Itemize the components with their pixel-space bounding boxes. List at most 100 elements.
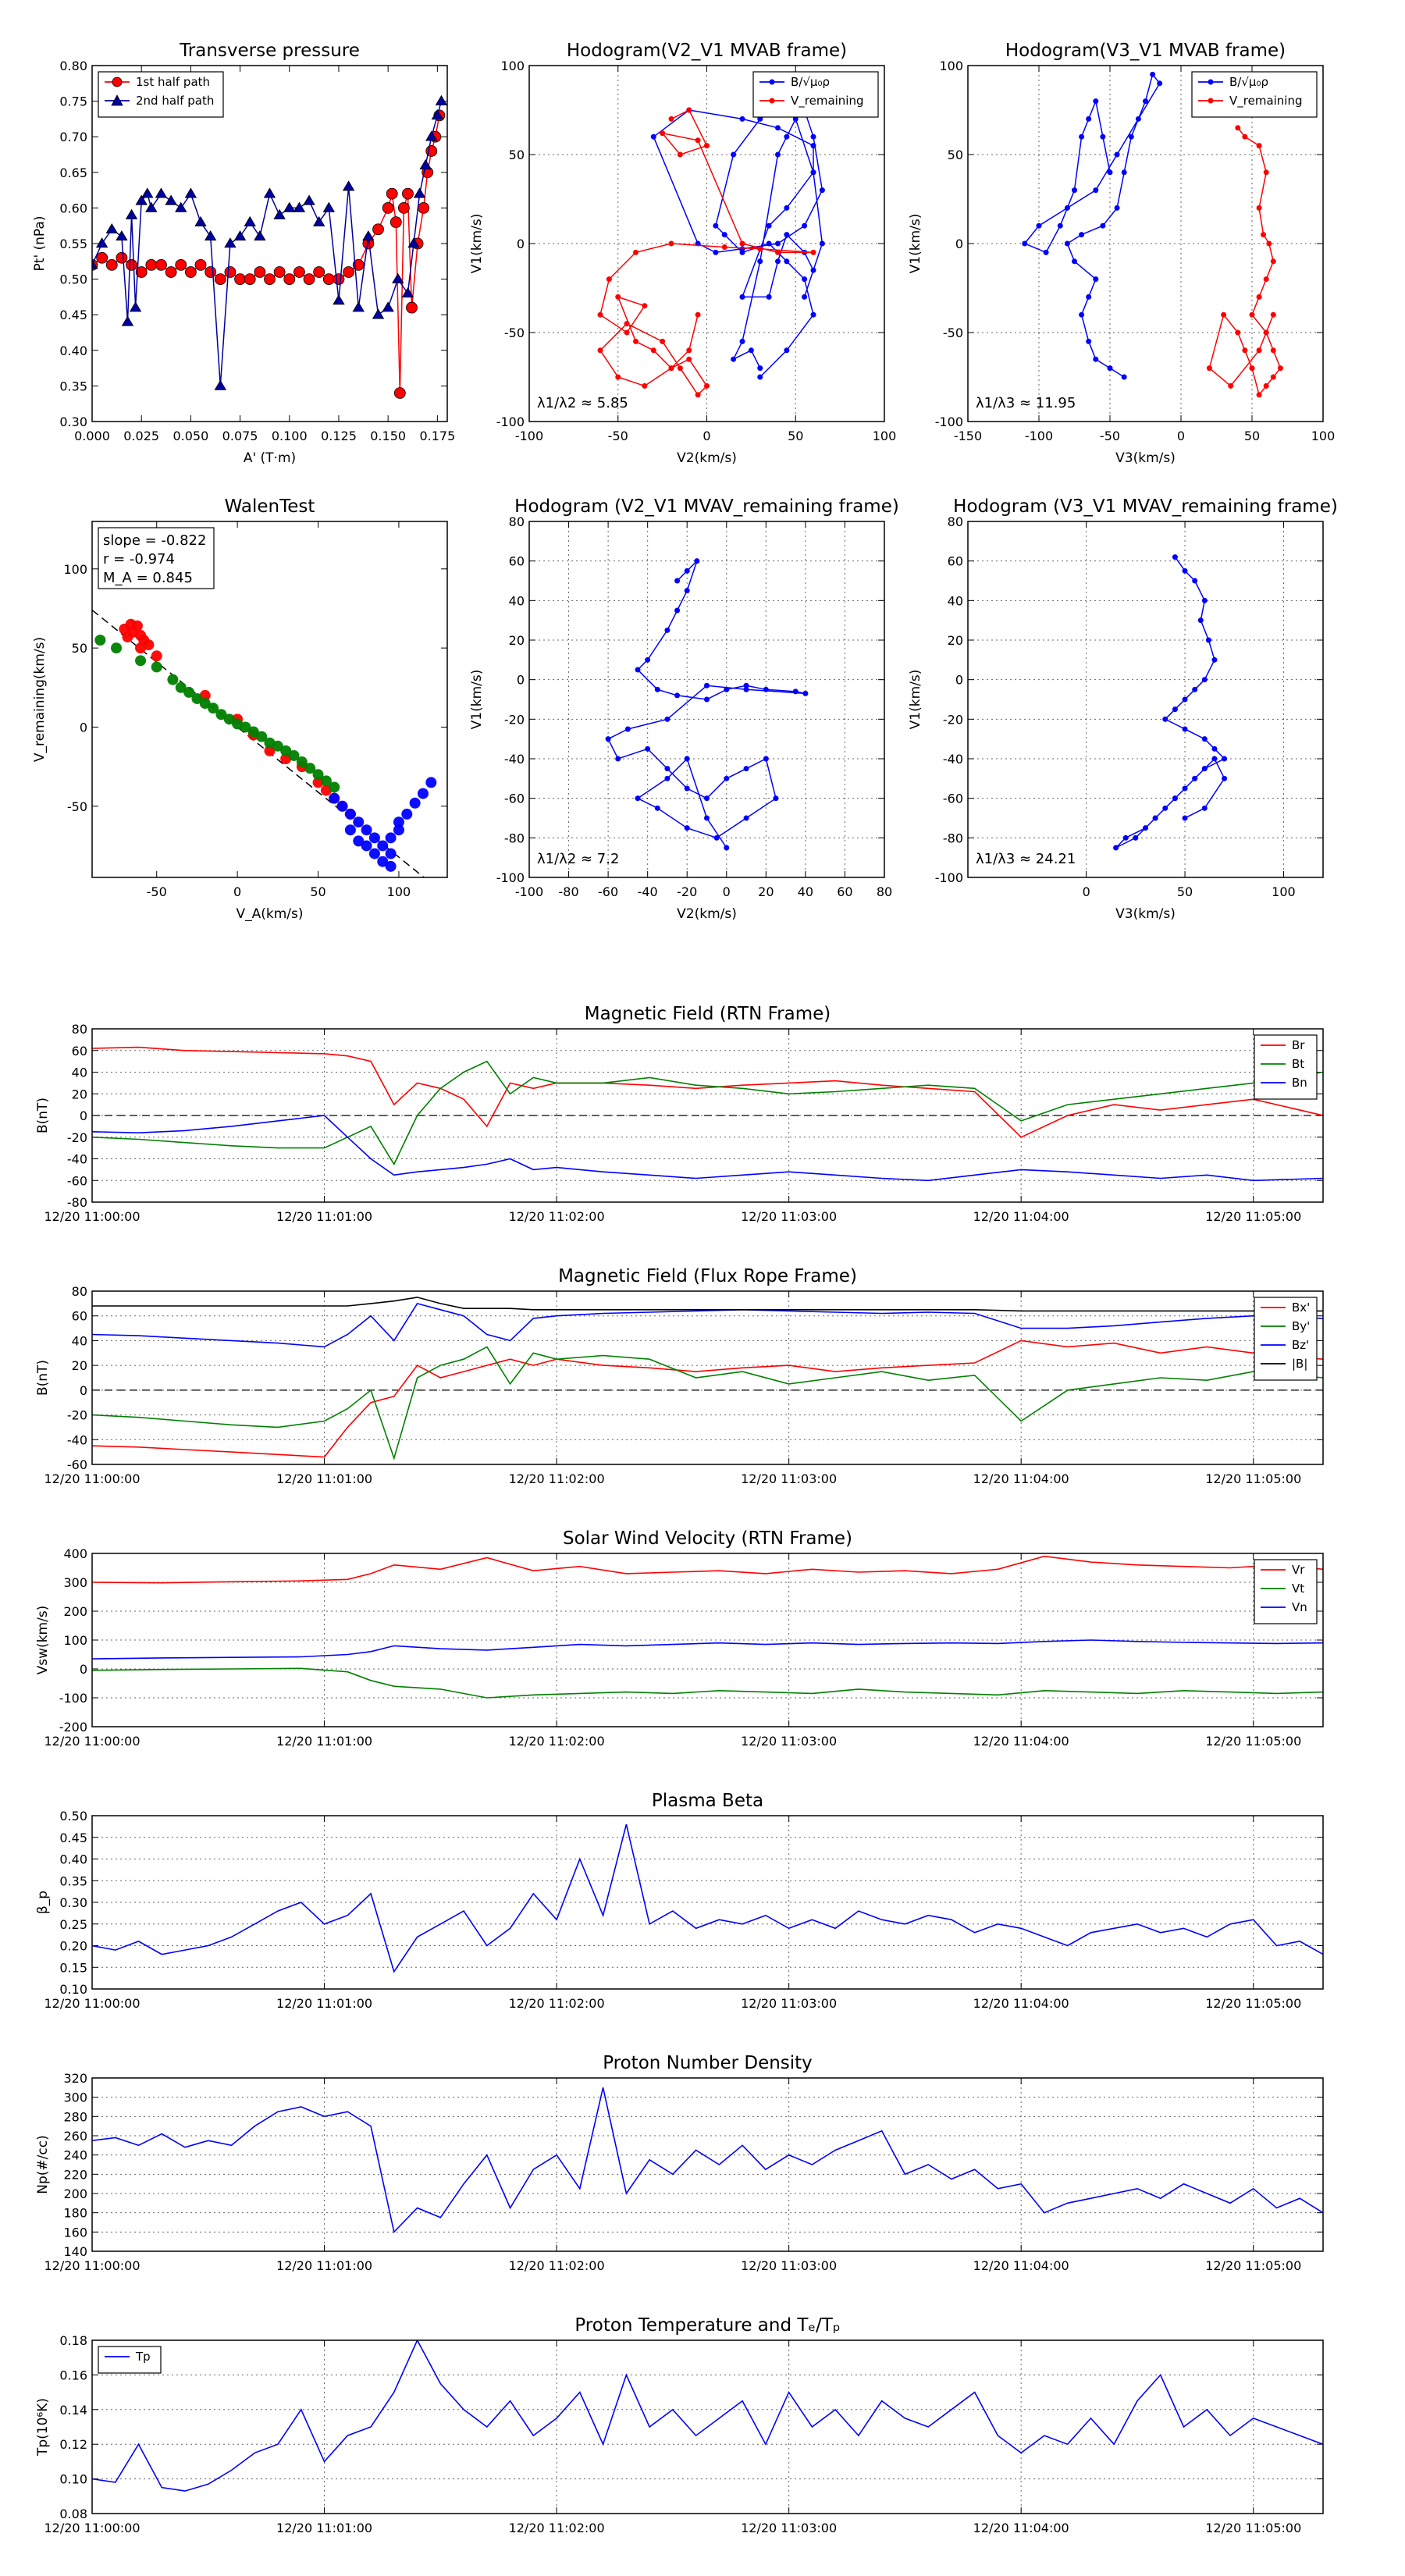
data-point — [254, 266, 266, 278]
data-point — [1143, 98, 1148, 105]
x-tick-label: 100 — [1311, 429, 1336, 443]
x-tick-label: 50 — [310, 884, 325, 899]
x-tick-label: 12/20 11:04:00 — [973, 2521, 1069, 2535]
x-axis-label: V3(km/s) — [1115, 450, 1176, 466]
x-tick-label: -20 — [677, 884, 697, 899]
legend-marker — [1208, 79, 1214, 85]
data-point — [792, 116, 799, 122]
y-tick-label: 0.18 — [59, 2333, 87, 2348]
data-point — [1086, 338, 1092, 344]
data-point — [1162, 716, 1168, 722]
data-point — [1172, 554, 1178, 560]
x-tick-label: -40 — [638, 884, 658, 899]
data-point — [1270, 311, 1276, 318]
annotation-text: λ1/λ2 ≈ 7.2 — [537, 851, 619, 867]
legend-label: V_remaining — [1229, 94, 1303, 109]
series-line-β_p — [92, 1823, 1323, 1973]
plot-area — [92, 1816, 1323, 1989]
annotation-text: M_A = 0.845 — [103, 570, 193, 586]
data-point — [810, 311, 816, 318]
series-line-By' — [92, 1346, 1323, 1461]
data-point — [810, 169, 816, 176]
series-line-Vr — [92, 1555, 1323, 1584]
data-point — [312, 769, 324, 781]
x-axis-label: V_A(km/s) — [236, 906, 303, 922]
y-tick-label: -100 — [59, 1691, 87, 1706]
x-tick-label: 0.150 — [370, 429, 406, 443]
data-point — [322, 201, 336, 212]
legend-box — [752, 71, 879, 118]
y-axis-label: Tp(10⁶K) — [35, 2398, 51, 2457]
annotation-box — [98, 527, 215, 589]
data-point — [1222, 775, 1228, 781]
legend-marker — [769, 79, 775, 85]
data-point — [731, 356, 737, 362]
data-point — [382, 201, 394, 214]
data-point — [1107, 169, 1113, 176]
data-point — [361, 824, 372, 836]
data-point — [397, 201, 410, 214]
y-axis-label: Pt' (nPa) — [32, 216, 48, 272]
x-tick-label: 100 — [873, 429, 897, 443]
plot-area — [92, 2078, 1323, 2251]
data-point — [819, 187, 825, 194]
x-tick-label: 80 — [877, 884, 892, 899]
data-point — [1256, 143, 1262, 149]
data-point — [95, 237, 108, 248]
y-tick-label: 0.35 — [59, 379, 87, 393]
data-point — [1206, 365, 1212, 372]
y-tick-label: -20 — [67, 1130, 87, 1145]
data-point — [668, 365, 674, 372]
data-point — [1263, 329, 1269, 336]
data-point — [1263, 169, 1269, 176]
y-tick-label: 50 — [72, 641, 87, 656]
chart-title: WalenTest — [225, 496, 315, 517]
x-tick-label: 50 — [788, 429, 803, 443]
data-point — [1182, 696, 1188, 703]
data-point — [256, 731, 268, 742]
data-point — [686, 347, 692, 354]
data-point — [1256, 205, 1262, 211]
x-tick-label: 12/20 11:01:00 — [276, 1734, 372, 1749]
y-tick-label: -20 — [943, 712, 963, 727]
data-point — [724, 686, 730, 692]
y-tick-label: 0.12 — [59, 2437, 87, 2452]
x-tick-label: 12/20 11:04:00 — [973, 1471, 1069, 1486]
data-point — [401, 287, 414, 298]
x-tick-label: 12/20 11:05:00 — [1205, 2258, 1301, 2273]
y-tick-label: 0.60 — [59, 201, 87, 215]
legend-label: Bn — [1292, 1076, 1307, 1090]
series-layer — [92, 94, 447, 399]
legend-label: B/√μ₀ρ — [1229, 75, 1268, 89]
chart-beta: 12/20 11:00:00 12/20 11:01:00 12/20 11:02:… — [35, 1791, 1324, 2011]
data-point — [352, 301, 365, 312]
y-axis-label: V_remaining(km/s) — [32, 637, 48, 762]
y-tick-label: 0.50 — [59, 272, 87, 287]
y-tick-label: 0 — [517, 673, 525, 688]
data-point — [1270, 374, 1276, 380]
y-tick-label: -60 — [504, 792, 525, 806]
data-point — [413, 187, 426, 198]
data-point — [344, 808, 356, 820]
x-tick-label: 12/20 11:02:00 — [509, 1996, 605, 2011]
x-tick-label: 40 — [798, 884, 813, 899]
x-tick-label: 60 — [837, 884, 852, 899]
x-tick-label: 12/20 11:04:00 — [973, 1996, 1069, 2011]
y-tick-label: 400 — [63, 1546, 87, 1561]
data-point — [1242, 133, 1248, 140]
data-point — [1201, 736, 1208, 742]
y-axis-label: β_p — [35, 1891, 51, 1914]
data-point — [784, 232, 790, 238]
data-point — [743, 686, 749, 692]
annotation-text: λ1/λ3 ≈ 24.21 — [976, 851, 1076, 867]
data-point — [1256, 392, 1262, 398]
x-tick-label: 12/20 11:00:00 — [44, 2258, 140, 2273]
data-point — [1249, 311, 1255, 318]
data-point — [757, 258, 763, 265]
data-point — [1113, 845, 1119, 851]
y-tick-label: -100 — [935, 870, 963, 885]
legend-label: Bx' — [1292, 1300, 1310, 1315]
data-point — [1064, 205, 1070, 211]
data-point — [122, 631, 133, 642]
data-point — [1079, 232, 1085, 238]
